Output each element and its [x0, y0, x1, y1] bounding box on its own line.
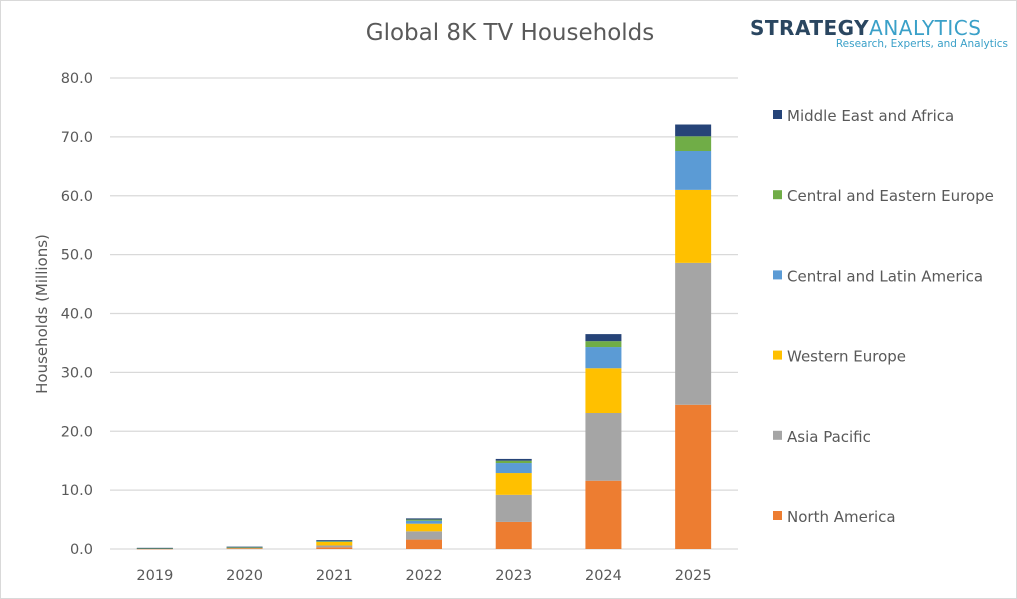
x-tick-label: 2021 [316, 568, 353, 584]
bar-segment-north-america [316, 547, 353, 549]
x-tick-label: 2025 [675, 568, 712, 584]
legend-swatch [773, 511, 782, 520]
x-tick-label: 2022 [406, 568, 443, 584]
y-tick-label: 40.0 [61, 307, 93, 323]
bar-segment-middle-east-and-africa [316, 540, 353, 542]
chart-title: Global 8K TV Households [365, 20, 655, 46]
bar-stack-2023 [495, 458, 532, 549]
bar-stack-2024 [585, 334, 622, 549]
bar-stack-2020 [226, 546, 263, 550]
bar-segment-western-europe [585, 368, 622, 413]
bars [136, 124, 712, 550]
bar-segment-western-europe [316, 541, 353, 546]
x-tick-label: 2020 [226, 568, 263, 584]
legend: Middle East and Africa Central and Easter… [773, 107, 994, 526]
legend-label: Central and Eastern Europe [787, 187, 994, 205]
logo-analytics: ANALYTICS [869, 16, 982, 40]
bar-segment-north-america [585, 480, 622, 549]
legend-label: Western Europe [787, 348, 906, 366]
bar-segment-north-america [675, 404, 712, 549]
y-tick-label: 60.0 [61, 189, 93, 205]
y-tick-label: 70.0 [61, 130, 93, 146]
bar-segment-central-and-latin-america [406, 520, 442, 524]
legend-item: Western Europe [773, 348, 906, 366]
legend-swatch [773, 190, 782, 200]
legend-swatch [773, 430, 782, 440]
bar-segment-middle-east-and-africa [406, 518, 442, 520]
y-tick-label: 20.0 [61, 424, 93, 440]
bar-segment-north-america [406, 539, 442, 549]
bar-segment-central-and-eastern-europe [406, 519, 442, 521]
bar-segment-asia-pacific [585, 412, 622, 481]
bar-segment-western-europe [675, 189, 712, 263]
bar-segment-asia-pacific [495, 494, 532, 522]
legend-item: Asia Pacific [773, 428, 871, 446]
legend-swatch [773, 110, 782, 119]
bar-segment-central-and-eastern-europe [675, 136, 712, 152]
legend-item: North America [773, 508, 896, 526]
bar-segment-central-and-eastern-europe [226, 547, 263, 548]
bar-segment-asia-pacific [316, 545, 353, 548]
x-axis-ticks: 2019 2020 2021 2022 2023 2024 2025 [136, 568, 711, 584]
bar-segment-middle-east-and-africa [585, 334, 622, 342]
bar-segment-asia-pacific [675, 262, 712, 405]
bar-stack-2022 [406, 518, 442, 549]
logo-tagline: Research, Experts, and Analytics [835, 38, 1008, 50]
legend-label: Central and Latin America [787, 267, 983, 285]
legend-item: Central and Latin America [773, 267, 983, 285]
bar-segment-middle-east-and-africa [675, 124, 712, 137]
y-tick-label: 0.0 [70, 542, 93, 558]
gridlines [110, 77, 738, 550]
bar-segment-middle-east-and-africa [226, 546, 263, 548]
logo-wordmark: STRATEGYANALYTICS [750, 16, 1008, 40]
bar-segment-western-europe [495, 473, 532, 495]
y-tick-label: 50.0 [61, 248, 93, 264]
legend-label: North America [787, 508, 896, 526]
bar-segment-middle-east-and-africa [495, 458, 532, 461]
bar-segment-central-and-eastern-europe [316, 541, 353, 542]
bar-segment-north-america [226, 548, 263, 550]
bar-segment-western-europe [406, 523, 442, 532]
bar-segment-north-america [495, 521, 532, 549]
bar-segment-asia-pacific [406, 531, 442, 540]
bar-segment-central-and-latin-america [585, 347, 622, 369]
y-axis-label: Households (Millions) [33, 234, 51, 394]
legend-label: Middle East and Africa [787, 107, 954, 125]
bar-stack-2019 [136, 547, 173, 550]
bar-segment-central-and-latin-america [495, 463, 532, 474]
bar-segment-central-and-latin-america [675, 151, 712, 190]
y-tick-label: 10.0 [61, 483, 93, 499]
x-tick-label: 2023 [495, 568, 532, 584]
y-tick-label: 30.0 [61, 365, 93, 381]
y-tick-label: 80.0 [61, 71, 93, 87]
bar-segment-central-and-eastern-europe [495, 460, 532, 464]
bar-segment-central-and-eastern-europe [585, 341, 622, 348]
strategy-analytics-logo: STRATEGYANALYTICS Research, Experts, and… [750, 16, 1008, 50]
x-tick-label: 2024 [585, 568, 622, 584]
legend-label: Asia Pacific [787, 428, 871, 446]
legend-item: Central and Eastern Europe [773, 187, 994, 205]
legend-swatch [773, 350, 782, 360]
y-axis-ticks: 0.0 10.0 20.0 30.0 40.0 50.0 60.0 70.0 80.0 [61, 71, 93, 558]
bar-stack-2025 [675, 124, 712, 549]
bar-segment-middle-east-and-africa [136, 547, 173, 549]
logo-strategy: STRATEGY [750, 16, 870, 40]
bar-stack-2021 [316, 540, 353, 549]
x-tick-label: 2019 [136, 568, 173, 584]
legend-swatch [773, 270, 782, 280]
bar-segment-central-and-eastern-europe [136, 548, 173, 549]
legend-item: Middle East and Africa [773, 107, 954, 125]
